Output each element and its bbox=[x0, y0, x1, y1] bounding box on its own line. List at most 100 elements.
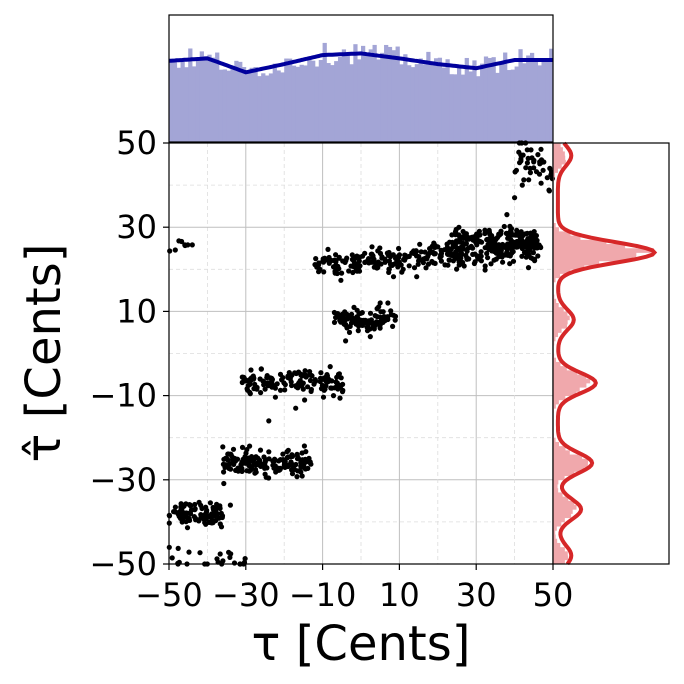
right-hist-bar bbox=[553, 387, 580, 392]
data-point bbox=[482, 230, 488, 237]
y-tick-label: 10 bbox=[116, 292, 157, 330]
right-hist-bar bbox=[553, 505, 577, 510]
data-point bbox=[260, 462, 266, 468]
data-point bbox=[432, 244, 438, 250]
data-point bbox=[540, 167, 546, 173]
right-hist-bar bbox=[553, 340, 555, 346]
data-point bbox=[511, 232, 517, 238]
right-hist-bar bbox=[553, 378, 591, 384]
data-point bbox=[470, 237, 476, 243]
data-point bbox=[322, 386, 328, 392]
right-hist-bar bbox=[553, 302, 559, 308]
data-point bbox=[530, 250, 537, 256]
data-point bbox=[527, 170, 534, 176]
data-point bbox=[518, 156, 524, 162]
right-hist-bar bbox=[553, 155, 566, 161]
data-point bbox=[538, 157, 545, 163]
right-hist-bar bbox=[553, 496, 569, 502]
data-point bbox=[416, 258, 422, 264]
right-hist-bar bbox=[553, 542, 561, 548]
data-point bbox=[500, 252, 506, 258]
data-point bbox=[458, 249, 464, 255]
data-point bbox=[520, 152, 526, 158]
top-hist-bar bbox=[449, 74, 454, 142]
data-point bbox=[546, 187, 552, 193]
data-point bbox=[294, 474, 300, 480]
right-hist-bar bbox=[553, 277, 556, 283]
top-hist-bar bbox=[265, 75, 270, 142]
top-hist-bar bbox=[230, 66, 235, 142]
top-hist-bar bbox=[199, 51, 204, 142]
data-point bbox=[258, 366, 264, 372]
top-hist-bar bbox=[261, 73, 266, 142]
data-point bbox=[318, 370, 324, 376]
data-point bbox=[183, 510, 189, 516]
data-point bbox=[249, 454, 255, 460]
data-point bbox=[460, 228, 466, 235]
data-point bbox=[471, 260, 477, 267]
right-hist-bar bbox=[553, 509, 573, 514]
data-point bbox=[482, 267, 488, 273]
data-point bbox=[461, 263, 467, 269]
data-point bbox=[358, 310, 364, 316]
right-hist-bar bbox=[553, 172, 555, 178]
data-point bbox=[347, 315, 353, 321]
data-point bbox=[239, 460, 246, 466]
data-point bbox=[505, 252, 511, 258]
data-point bbox=[356, 258, 362, 264]
right-hist-bar bbox=[553, 273, 561, 279]
data-point bbox=[377, 322, 383, 328]
data-point bbox=[491, 257, 497, 263]
data-point bbox=[521, 177, 527, 183]
data-point bbox=[461, 242, 467, 248]
top-hist-bar bbox=[318, 59, 323, 142]
right-hist-bar bbox=[553, 555, 569, 561]
data-point bbox=[169, 555, 175, 561]
data-point bbox=[287, 374, 294, 380]
data-point bbox=[367, 310, 374, 316]
data-point bbox=[321, 269, 327, 275]
data-point bbox=[218, 524, 225, 530]
data-point bbox=[327, 364, 333, 370]
right-hist-bar bbox=[553, 248, 654, 253]
x-axis-label: τ [Cents] bbox=[252, 616, 471, 672]
data-point bbox=[538, 146, 544, 152]
y-tick-label: −50 bbox=[89, 545, 157, 583]
data-point bbox=[451, 243, 457, 250]
data-point bbox=[394, 259, 400, 265]
data-point bbox=[220, 444, 226, 450]
data-point bbox=[346, 268, 352, 274]
right-hist-bar bbox=[553, 534, 556, 540]
data-point bbox=[482, 263, 488, 269]
top-hist-bar bbox=[430, 61, 435, 143]
data-point bbox=[377, 300, 383, 306]
data-point bbox=[339, 270, 345, 276]
data-point bbox=[282, 387, 288, 393]
data-point bbox=[271, 383, 277, 389]
data-point bbox=[508, 237, 514, 243]
right-hist-bar bbox=[553, 260, 600, 266]
data-point bbox=[264, 373, 270, 379]
top-hist-bar bbox=[399, 64, 404, 142]
data-point bbox=[349, 256, 355, 263]
top-hist-bar bbox=[522, 63, 527, 142]
right-hist-bar bbox=[553, 547, 565, 552]
data-point bbox=[325, 246, 331, 252]
data-point bbox=[355, 328, 361, 334]
data-point bbox=[192, 506, 198, 512]
top-hist-bar bbox=[441, 67, 446, 142]
data-point bbox=[511, 195, 518, 201]
data-point bbox=[411, 265, 418, 271]
top-hist-bar bbox=[476, 76, 481, 142]
data-point bbox=[227, 502, 233, 508]
top-hist-bar bbox=[483, 56, 489, 143]
top-hist-bar bbox=[322, 42, 327, 143]
data-point bbox=[330, 393, 337, 399]
data-point bbox=[230, 446, 237, 452]
data-point bbox=[333, 262, 339, 268]
data-point bbox=[302, 456, 308, 462]
data-point bbox=[362, 259, 369, 265]
data-point bbox=[247, 376, 254, 382]
data-point bbox=[270, 462, 276, 468]
data-point bbox=[242, 454, 248, 460]
